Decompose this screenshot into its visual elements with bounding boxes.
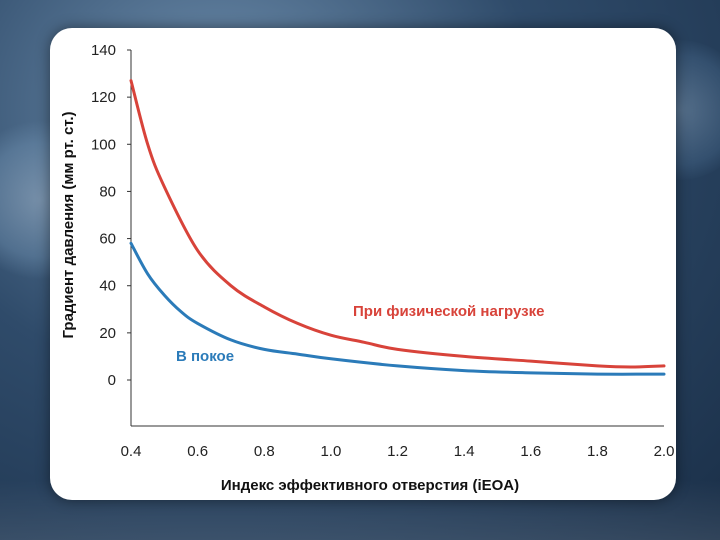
y-axis-title: Градиент давления (мм рт. ст.) — [60, 111, 77, 338]
y-tick-label: 60 — [99, 231, 116, 248]
x-tick-labels: 0.4 0.6 0.8 1.0 1.2 1.4 1.6 1.8 2.0 — [121, 443, 675, 460]
x-tick-label: 0.4 — [121, 443, 142, 460]
y-tick-label: 20 — [99, 325, 116, 342]
y-tick-labels: 0 20 40 60 80 100 120 140 — [91, 42, 131, 389]
x-tick-label: 1.8 — [587, 443, 608, 460]
series-lines — [129, 79, 666, 376]
x-tick-label: 1.6 — [520, 443, 541, 460]
x-tick-label: 0.8 — [254, 443, 275, 460]
series-label-rest: В покое — [176, 348, 234, 365]
y-tick-label: 40 — [99, 278, 116, 295]
x-tick-label: 1.0 — [320, 443, 341, 460]
y-tick-label: 120 — [91, 89, 116, 106]
y-tick-label: 140 — [91, 42, 116, 59]
axes — [130, 50, 664, 427]
x-tick-label: 1.2 — [387, 443, 408, 460]
x-tick-label: 0.6 — [187, 443, 208, 460]
series-line-exercise — [129, 79, 666, 369]
y-tick-label: 100 — [91, 136, 116, 153]
line-chart: 0 20 40 60 80 100 120 140 0.4 0.6 0.8 1.0 1.2 1.4 1.6… — [60, 42, 675, 494]
x-tick-label: 2.0 — [654, 443, 675, 460]
series-label-exercise: При физической нагрузке — [353, 303, 544, 320]
y-tick-label: 0 — [108, 372, 116, 389]
x-tick-label: 1.4 — [454, 443, 475, 460]
chart-card: 0 20 40 60 80 100 120 140 0.4 0.6 0.8 1.0 1.2 1.4 1.6… — [50, 28, 676, 500]
series-line-rest — [129, 241, 666, 376]
x-axis-title: Индекс эффективного отверстия (iEOA) — [221, 477, 519, 494]
y-tick-label: 80 — [99, 183, 116, 200]
